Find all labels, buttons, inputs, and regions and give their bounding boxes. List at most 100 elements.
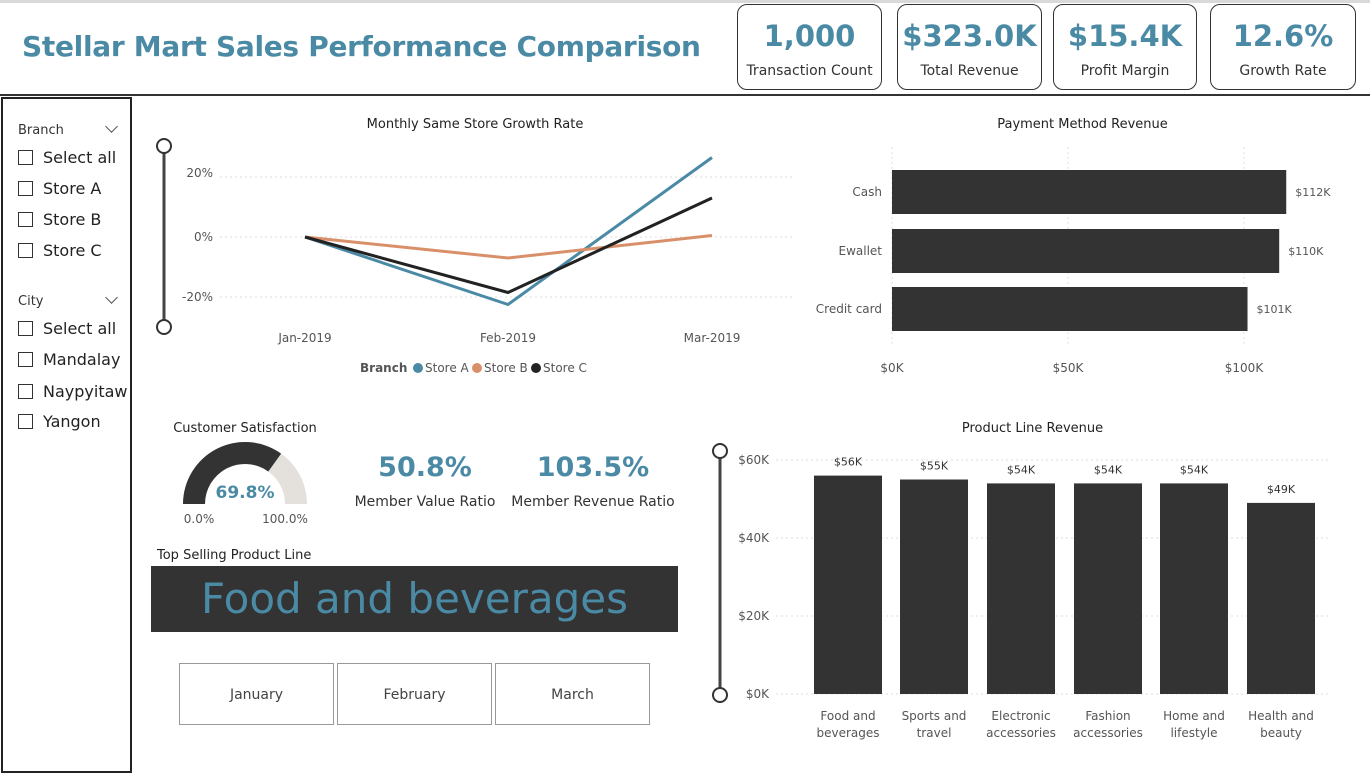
category-label: accessories <box>986 726 1056 740</box>
category-label: beverages <box>816 726 879 740</box>
category-label: accessories <box>1073 726 1143 740</box>
checkbox[interactable] <box>18 242 33 258</box>
city-option[interactable]: Naypyitaw <box>18 381 127 401</box>
zoom-slider-handle[interactable] <box>712 687 728 703</box>
city-option[interactable]: Select all <box>18 318 116 338</box>
category-label: lifestyle <box>1170 726 1217 740</box>
kpi-value: 12.6% <box>1232 19 1334 53</box>
top-product-card: Food and beverages <box>151 566 678 632</box>
checkbox[interactable] <box>18 320 33 336</box>
chevron-down-icon[interactable] <box>105 291 118 304</box>
payment-chart-title: Payment Method Revenue <box>997 117 1168 132</box>
bar[interactable] <box>1247 502 1315 694</box>
top-border <box>0 0 1370 3</box>
growth-chart-title: Monthly Same Store Growth Rate <box>366 117 584 132</box>
gauge-value: 69.8% <box>216 483 275 503</box>
series-line[interactable] <box>304 156 713 307</box>
legend-marker <box>531 363 541 373</box>
legend-item[interactable]: Store A <box>425 361 470 375</box>
kpi-card-total-revenue[interactable]: $323.0K Total Revenue <box>897 4 1042 90</box>
growth-line-chart: 20% 0% -20% Jan-2019 Feb-2019 Mar-2019 B… <box>156 138 795 375</box>
chart-legend: Branch Store A Store B Store C <box>360 361 587 375</box>
bar[interactable] <box>814 475 882 694</box>
bar[interactable] <box>987 483 1055 694</box>
category-label: Ewallet <box>838 244 882 258</box>
bar[interactable] <box>892 170 1287 214</box>
legend-item[interactable]: Store B <box>484 361 528 375</box>
category-label: Fashion <box>1085 709 1130 723</box>
kpi-value: 1,000 <box>763 19 856 53</box>
x-tick-label: Jan-2019 <box>277 331 331 345</box>
category-label: Electronic <box>991 709 1050 723</box>
y-tick-label: $40K <box>738 531 770 545</box>
branch-slicer-label: Branch <box>18 123 64 138</box>
bar[interactable] <box>892 229 1280 273</box>
month-button-march[interactable]: March <box>495 663 650 725</box>
bar[interactable] <box>1160 483 1228 694</box>
y-tick-label: -20% <box>182 290 213 304</box>
category-label: Credit card <box>816 302 882 316</box>
legend-marker <box>413 363 423 373</box>
product-chart-title: Product Line Revenue <box>961 421 1104 436</box>
branch-option[interactable]: Select all <box>18 147 116 167</box>
legend-title: Branch <box>360 361 407 375</box>
kpi-value: $323.0K <box>902 19 1037 53</box>
y-tick-label: 20% <box>186 166 213 180</box>
kpi-card-transaction-count[interactable]: 1,000 Transaction Count <box>737 4 882 90</box>
member-value-ratio-label: Member Value Ratio <box>354 494 496 510</box>
month-button-january[interactable]: January <box>179 663 334 725</box>
data-label: $55K <box>920 460 949 473</box>
branch-option[interactable]: Store A <box>18 178 101 198</box>
checkbox[interactable] <box>18 180 33 196</box>
kpi-value: $15.4K <box>1067 19 1183 53</box>
data-label: $112K <box>1295 186 1331 199</box>
category-label: Health and <box>1248 709 1314 723</box>
city-option[interactable]: Yangon <box>18 411 101 431</box>
kpi-label: Growth Rate <box>1239 63 1327 79</box>
chevron-down-icon[interactable] <box>105 120 118 133</box>
checkbox[interactable] <box>18 351 33 367</box>
bar[interactable] <box>900 479 968 695</box>
satisfaction-gauge: 69.8% 0.0% 100.0% <box>183 442 308 526</box>
data-label: $49K <box>1267 483 1296 496</box>
zoom-slider-handle[interactable] <box>156 138 172 154</box>
member-value-ratio-value: 50.8% <box>378 452 472 483</box>
branch-option[interactable]: Store C <box>18 240 102 260</box>
kpi-card-profit-margin[interactable]: $15.4K Profit Margin <box>1053 4 1197 90</box>
bar[interactable] <box>1074 483 1142 694</box>
zoom-slider-handle[interactable] <box>712 443 728 459</box>
legend-marker <box>472 363 482 373</box>
series-line[interactable] <box>304 196 713 295</box>
branch-option[interactable]: Store B <box>18 209 101 229</box>
legend-item[interactable]: Store C <box>543 361 587 375</box>
checkbox[interactable] <box>18 211 33 227</box>
checkbox[interactable] <box>18 413 33 429</box>
page-title: Stellar Mart Sales Performance Compariso… <box>22 30 701 63</box>
zoom-slider-handle[interactable] <box>156 319 172 335</box>
category-label: Cash <box>852 185 882 199</box>
checkbox[interactable] <box>18 383 33 399</box>
top-product-title: Top Selling Product Line <box>157 548 312 563</box>
data-label: $54K <box>1007 463 1036 476</box>
category-label: Food and <box>820 709 875 723</box>
month-button-february[interactable]: February <box>337 663 492 725</box>
bar[interactable] <box>892 287 1248 331</box>
x-tick-label: $50K <box>1053 361 1085 375</box>
header-divider <box>0 94 1370 96</box>
y-tick-label: $0K <box>746 687 770 701</box>
kpi-card-growth-rate[interactable]: 12.6% Growth Rate <box>1210 4 1356 90</box>
series-line[interactable] <box>304 234 713 260</box>
payment-bar-chart: Cash $112K Ewallet $110K Credit card $101K $0… <box>816 147 1331 375</box>
member-revenue-ratio-label: Member Revenue Ratio <box>511 494 675 510</box>
gauge-fill <box>183 442 282 504</box>
kpi-label: Profit Margin <box>1080 63 1170 79</box>
city-option[interactable]: Mandalay <box>18 349 120 369</box>
kpi-label: Transaction Count <box>746 63 873 79</box>
data-label: $54K <box>1180 463 1209 476</box>
x-tick-label: $0K <box>880 361 904 375</box>
data-label: $110K <box>1288 245 1324 258</box>
y-tick-label: $60K <box>738 453 770 467</box>
x-tick-label: Mar-2019 <box>684 331 741 345</box>
y-tick-label: $20K <box>738 609 770 623</box>
checkbox[interactable] <box>18 149 33 165</box>
